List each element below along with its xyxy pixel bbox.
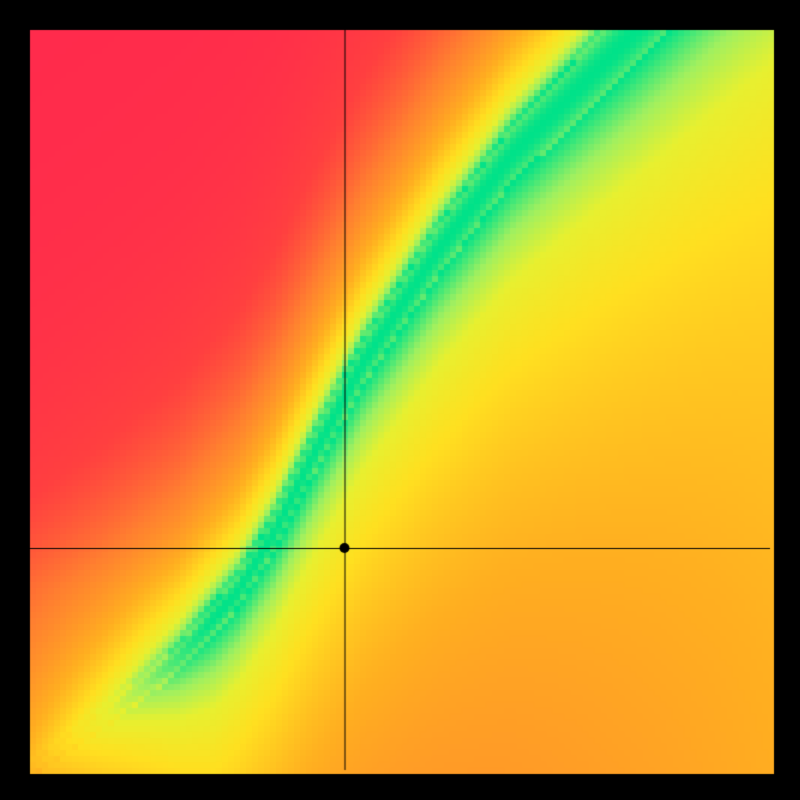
- chart-container: TheBottleneck.com: [0, 0, 800, 800]
- bottleneck-heatmap: [0, 0, 800, 800]
